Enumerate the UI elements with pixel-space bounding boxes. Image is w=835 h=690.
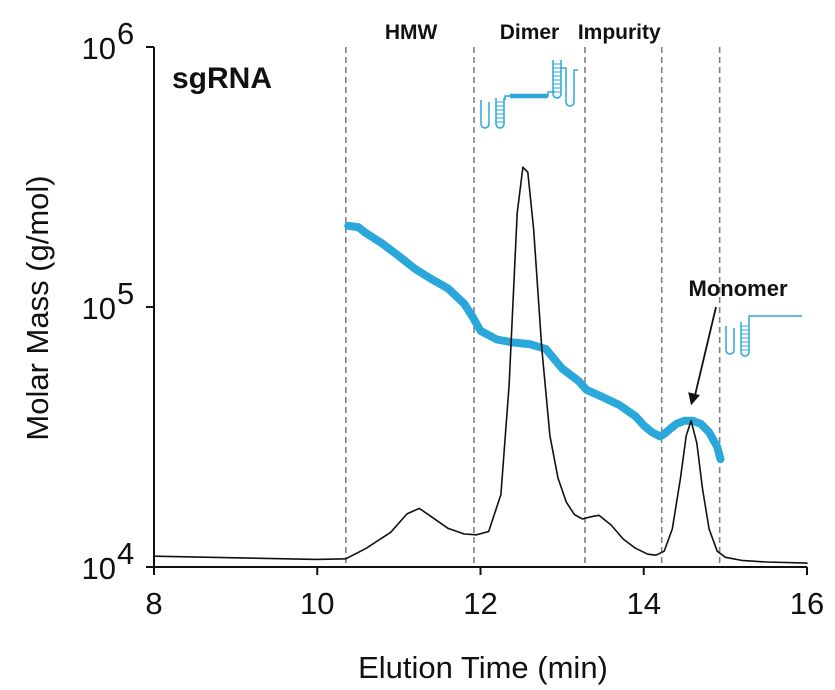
monomer-label: Monomer [689,276,788,301]
panel-label: sgRNA [172,62,272,95]
monomer-rna-schematic [725,315,802,357]
monomer-hairpin [740,322,750,357]
x-axis-title: Elution Time (min) [358,650,608,685]
dimer-rna-schematic [480,60,578,129]
y-axis-title: Molar Mass (g/mol) [20,175,55,440]
y-tick-exponent: 6 [117,16,134,51]
x-tick-label: 10 [300,586,334,621]
rna-illustrations [480,60,802,357]
y-tick-label: 10 [82,31,116,66]
monomer-arrow-line [693,306,717,400]
y-tick-label: 10 [82,291,116,326]
dimer-hairpin-left [495,98,505,129]
y-tick-exponent: 4 [117,536,134,571]
y-tick-label: 10 [82,551,116,586]
x-tick-label: 16 [790,586,824,621]
signal-trace [153,166,808,564]
region-dividers [345,47,721,567]
region-label: HMW [385,21,438,44]
monomer-arrowhead [688,392,700,406]
chart-labels: sgRNA Elution Time (min) Molar Mass (g/m… [20,21,788,685]
y-tick-exponent: 5 [117,276,134,311]
molar-mass-trace [344,221,725,464]
region-label: Dimer [500,21,560,44]
x-tick-label: 8 [145,586,162,621]
x-tick-label: 14 [627,586,661,621]
region-label: Impurity [578,21,661,44]
series-layer [153,166,808,564]
dimer-hairpin-center [552,60,562,99]
x-tick-label: 12 [463,586,497,621]
